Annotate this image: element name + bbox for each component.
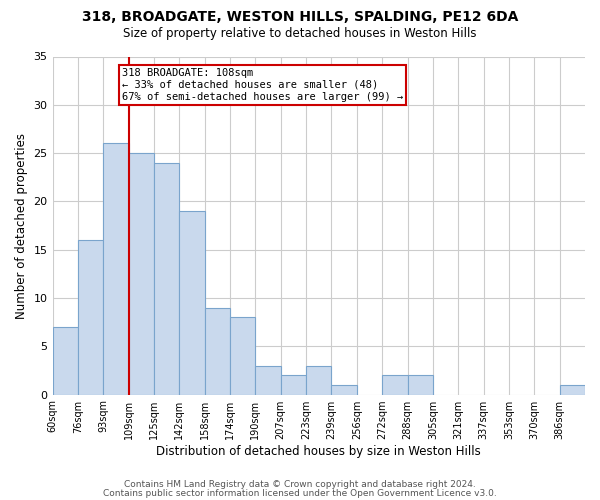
Bar [53,327,78,394]
Bar [560,385,585,394]
Bar [205,308,230,394]
Text: Contains HM Land Registry data © Crown copyright and database right 2024.: Contains HM Land Registry data © Crown c… [124,480,476,489]
Bar [382,376,407,394]
Bar [256,366,281,394]
Text: 318, BROADGATE, WESTON HILLS, SPALDING, PE12 6DA: 318, BROADGATE, WESTON HILLS, SPALDING, … [82,10,518,24]
X-axis label: Distribution of detached houses by size in Weston Hills: Distribution of detached houses by size … [157,444,481,458]
Bar [154,163,179,394]
Bar [281,376,306,394]
Bar [306,366,331,394]
Bar [103,144,128,394]
Text: Contains public sector information licensed under the Open Government Licence v3: Contains public sector information licen… [103,489,497,498]
Bar [230,318,256,394]
Y-axis label: Number of detached properties: Number of detached properties [15,132,28,318]
Text: Size of property relative to detached houses in Weston Hills: Size of property relative to detached ho… [123,28,477,40]
Bar [331,385,357,394]
Bar [128,153,154,394]
Bar [407,376,433,394]
Text: 318 BROADGATE: 108sqm
← 33% of detached houses are smaller (48)
67% of semi-deta: 318 BROADGATE: 108sqm ← 33% of detached … [122,68,403,102]
Bar [179,211,205,394]
Bar [78,240,103,394]
